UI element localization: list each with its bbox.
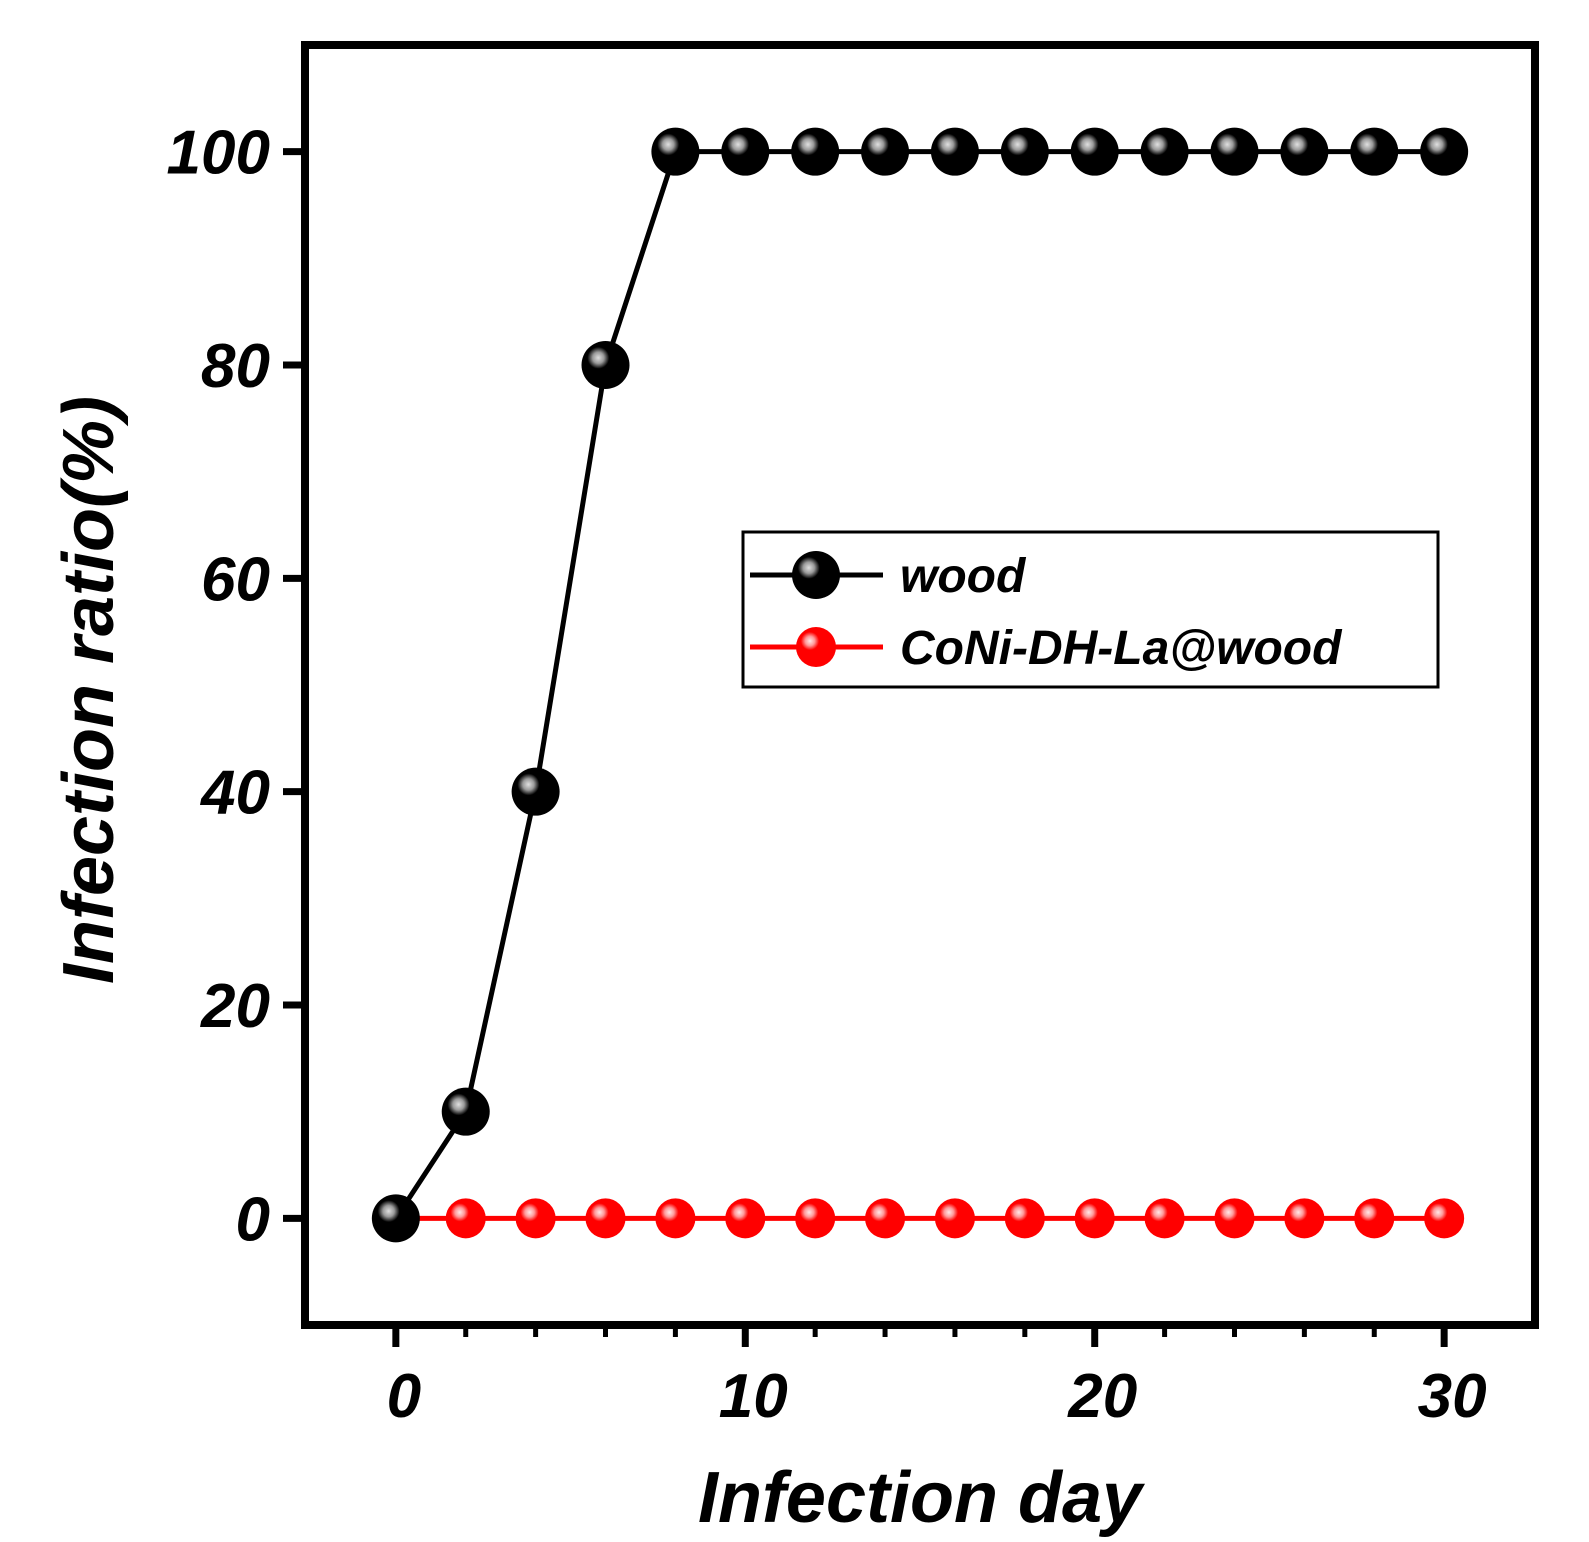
data-point-wood	[581, 341, 630, 389]
data-point-wood	[1280, 127, 1329, 176]
data-point-coni-dh-la-wood	[1144, 1198, 1185, 1239]
plot-frame	[301, 41, 1539, 1329]
series-wood	[393, 149, 1445, 1220]
data-point-wood	[651, 127, 700, 176]
data-point-wood	[441, 1087, 490, 1136]
data-point-coni-dh-la-wood	[585, 1198, 626, 1239]
points-coni-dh-la-wood	[445, 1198, 1465, 1239]
y-tick-label: 0	[236, 1185, 270, 1254]
data-point-coni-dh-la-wood	[655, 1198, 696, 1239]
data-point-coni-dh-la-wood	[445, 1198, 486, 1239]
legend-label-coni: CoNi-DH-La@wood	[900, 622, 1343, 675]
legend: wood CoNi-DH-La@wood	[741, 530, 1440, 689]
data-point-coni-dh-la-wood	[725, 1198, 766, 1239]
y-tick-label: 40	[199, 759, 270, 828]
data-point-coni-dh-la-wood	[1354, 1198, 1395, 1239]
data-point-wood	[1420, 127, 1469, 176]
data-point-wood	[1070, 127, 1119, 176]
y-tick-label: 60	[201, 545, 270, 614]
data-point-wood	[1000, 127, 1049, 176]
legend-marker-wood	[792, 551, 840, 599]
data-point-coni-dh-la-wood	[865, 1198, 906, 1239]
data-point-wood	[1140, 127, 1189, 176]
data-point-coni-dh-la-wood	[1214, 1198, 1255, 1239]
data-point-wood	[1210, 127, 1259, 176]
x-tick-label: 10	[719, 1362, 788, 1431]
y-tick-label: 20	[200, 972, 270, 1041]
data-point-coni-dh-la-wood	[1004, 1198, 1045, 1239]
series-layer	[371, 127, 1469, 1243]
y-tick-label: 80	[201, 332, 270, 401]
data-point-coni-dh-la-wood	[1284, 1198, 1325, 1239]
x-axis-title: Infection day	[698, 1458, 1146, 1538]
y-tick-label: 100	[167, 119, 270, 188]
legend-box	[741, 530, 1440, 689]
legend-label-wood: wood	[900, 550, 1027, 603]
data-point-coni-dh-la-wood	[1074, 1198, 1115, 1239]
data-point-wood	[511, 767, 560, 816]
x-tick-label: 20	[1067, 1362, 1137, 1431]
series-line-wood	[393, 149, 1445, 1220]
legend-marker-coni	[796, 627, 836, 667]
points-wood	[371, 127, 1469, 1243]
data-point-coni-dh-la-wood	[515, 1198, 556, 1239]
data-point-wood	[721, 127, 770, 176]
data-point-coni-dh-la-wood	[934, 1198, 975, 1239]
y-axis-title: Infection ratio(%)	[49, 396, 129, 984]
x-tick-label: 30	[1418, 1362, 1487, 1431]
data-point-wood	[930, 127, 979, 176]
data-point-coni-dh-la-wood	[795, 1198, 836, 1239]
data-point-wood	[371, 1194, 420, 1243]
data-point-coni-dh-la-wood	[1424, 1198, 1465, 1239]
data-point-wood	[861, 127, 910, 176]
y-axis: 0 20 40 60 80 100	[167, 119, 305, 1254]
x-tick-label: 0	[387, 1362, 421, 1431]
data-point-wood	[1350, 127, 1399, 176]
x-axis: 0 10 20 30	[387, 1325, 1487, 1431]
data-point-wood	[791, 127, 840, 176]
